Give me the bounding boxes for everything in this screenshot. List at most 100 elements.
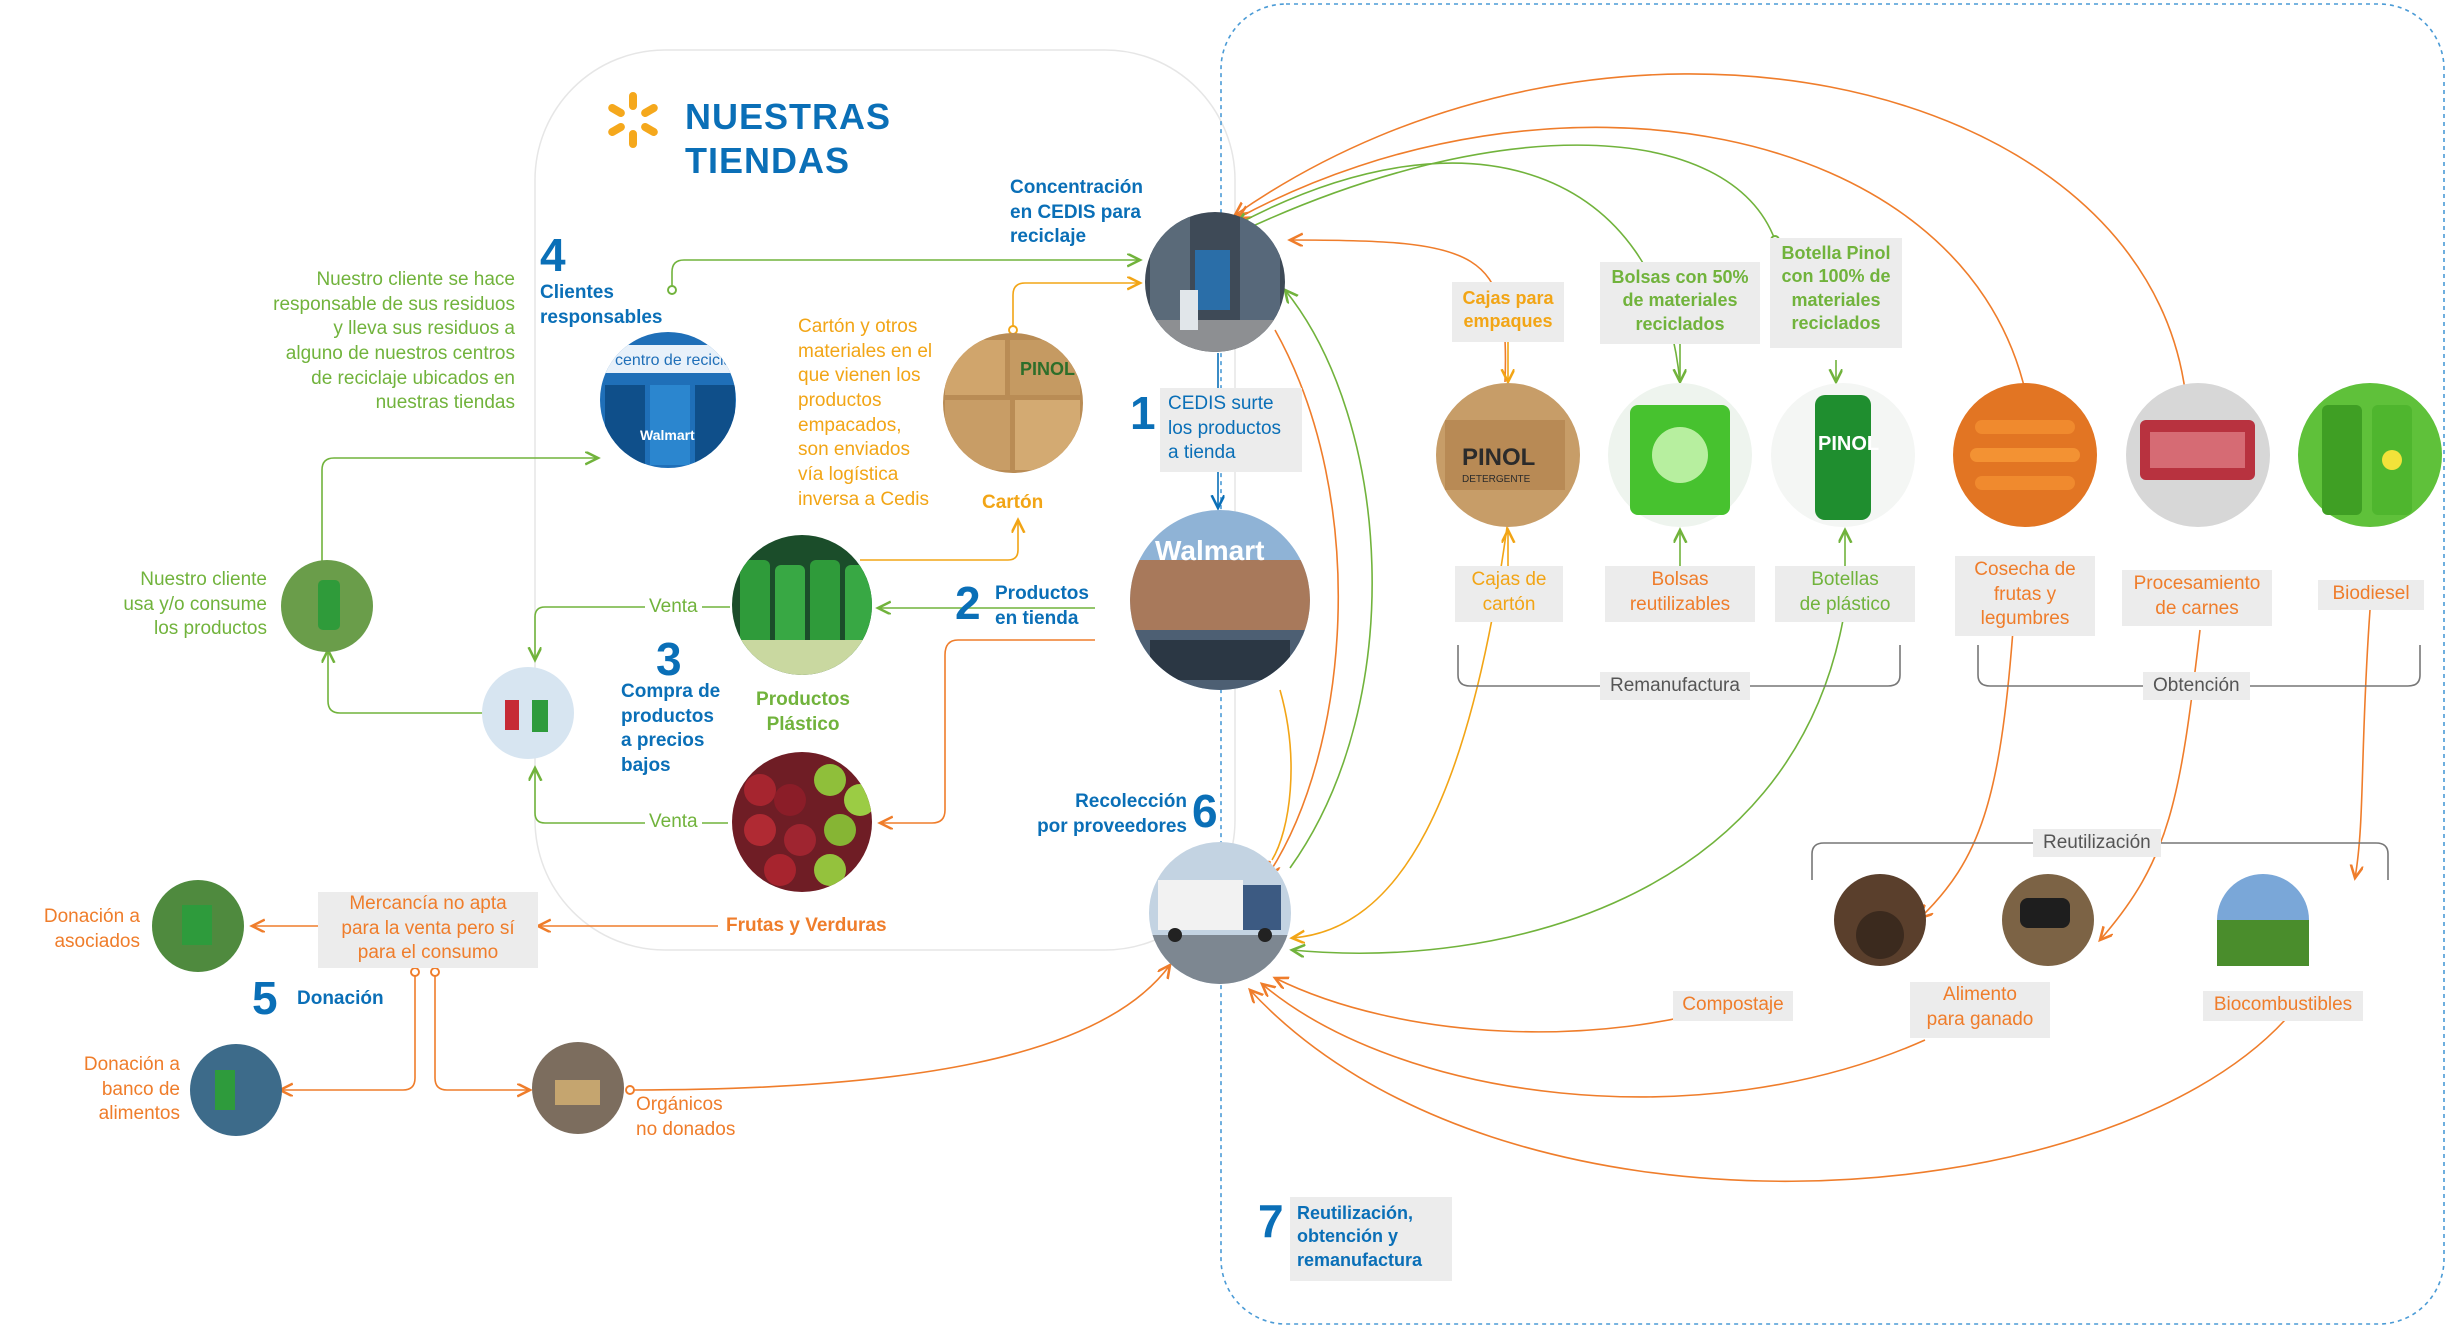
recycling-walmart-text: Walmart [640,427,695,443]
botellas-plastico-box [1775,566,1915,622]
arrow-biodiesel-bio [2355,609,2371,878]
arrow-bio-truck [1250,990,2286,1183]
cosecha-box [1955,556,2095,636]
bolsas-reutilizables-text: Bolsas reutilizables [1629,569,1731,615]
fruits-photo [732,752,872,892]
store-sign-text: Walmart [1155,535,1264,566]
cajas-empaques-box [1452,282,1564,342]
arrow-carton-truck [1292,519,1509,938]
shopper-photo [482,667,574,759]
biocombustibles-box [2203,991,2363,1021]
step-5-number: 5 [252,972,278,1024]
alimento-ganado-box [1910,982,2050,1038]
botella-pinol-text: Botella Pinol con 100% de materiales rec… [1781,243,1891,334]
bottle-brand-text: PINOL [1818,433,1879,455]
plastic-products-photo [732,535,872,675]
obtencion-label: Obtención [2143,672,2250,700]
productos-plastico-label: Productos Plástico [756,689,850,735]
step-1-number: 1 [1130,387,1156,439]
recycling-center-photo: centro de reciclaje Walmart [600,332,736,468]
reuse-area-border [1220,3,2445,1325]
compostaje-box [1673,991,1793,1021]
carton-label: Cartón [982,492,1044,513]
shopper-bag-shape [505,700,519,730]
bolsas-50-text: Bolsas con 50% de materiales reciclados [1611,267,1749,334]
step-4-number: 4 [540,229,566,281]
step-1-box [1160,388,1302,472]
arrow-botella-cedis [1240,144,1775,240]
arrow-recy-cedis [672,260,1140,290]
bolsas-50-box [1600,262,1760,344]
procesamiento-text: Procesamiento de carnes [2133,573,2261,619]
cliente-usa-text: Nuestro cliente usa y/o consume los prod… [123,569,267,640]
carrots-photo [1953,383,2097,527]
customer-bottle-shape [318,580,340,630]
food-bank-photo [190,1044,282,1136]
cow-shape [2020,898,2070,928]
step-7-number: 7 [1258,1195,1284,1247]
arrow-organicos-truck [630,965,1170,1090]
biocombustibles-text: Biocombustibles [2213,994,2353,1015]
meat-photo [2126,383,2270,527]
mercancia-box [318,892,538,968]
cliente-responsable-text: Nuestro cliente se hace responsable de s… [273,269,515,414]
frutas-verduras-label: Frutas y Verduras [726,915,887,936]
step-2-label: Productos en tienda [995,583,1089,629]
walmart-spark-icon [603,90,663,150]
biodiesel-text: Biodiesel [2332,583,2410,604]
arrow-cosecha-compost [1920,629,2014,918]
walmart-store-photo: Walmart [1130,510,1310,690]
remanufactura-label: Remanufactura [1600,672,1750,700]
arrow-carnes-cedis [1235,73,2185,390]
arrow-plastic-shopper [535,606,730,660]
step-7-box [1290,1197,1452,1281]
step-3-label: Compra de productos a precios bajos [621,681,721,777]
carton-description-text: Cartón y otros materiales en el que vien… [798,316,933,510]
step-5-label: Donación [297,988,384,1009]
step-3-number: 3 [656,633,682,685]
cedis-photo [1145,212,1285,352]
alimento-ganado-text: Alimento para ganado [1926,984,2034,1030]
arrow-mercancia-banco [280,972,415,1090]
biodiesel-photo [2298,383,2442,527]
arrow-plastico-truck [1292,619,1844,953]
botella-pinol-box [1770,238,1902,348]
biodiesel-box [2318,580,2424,610]
arrow-shopper-user [328,650,483,714]
compost-soil [1856,911,1904,959]
step-6-label: Recolección por proveedores [1037,791,1187,837]
shopper-bag-shape-2 [532,700,548,732]
plastic-bottle-photo: PINOL [1771,383,1915,527]
organicos-text: Orgánicos no donados [636,1094,736,1140]
cajas-carton-box [1455,566,1563,622]
organic-box-shape [555,1080,600,1105]
arrow-mercancia-organicos [435,972,530,1090]
step-1-label: CEDIS surte los productos a tienda [1168,393,1282,464]
concentracion-text: Concentración en CEDIS para reciclaje [1010,177,1144,248]
compostaje-text: Compostaje [1682,994,1784,1015]
arrow-frutas-cedis [1238,126,2025,390]
step-7-label: Reutilización, obtención y remanufactura [1297,1203,1423,1270]
donacion-banco-text: Donación a banco de alimentos [83,1054,180,1125]
mercancia-text: Mercancía no apta para la venta pero sí … [341,893,515,964]
botellas-plastico-text: Botellas de plástico [1799,569,1891,615]
page-title-line1: NUESTRAS [685,96,892,137]
box-sub-text: DETERGENTE [1462,474,1531,485]
venta-top-label: Venta [645,595,702,620]
carton-brand-text: PINOL [1020,359,1075,379]
venta-bottom-label: Venta [645,810,702,835]
arrow-store-fruit [880,639,1095,823]
cosecha-text: Cosecha de frutas y legumbres [1974,559,2076,630]
truck-photo [1149,842,1291,984]
arrow-plastic-carton [860,520,1018,561]
step-6-number: 6 [1192,785,1218,837]
arrow-ganado-truck [1262,984,1926,1098]
cajas-empaques-text: Cajas para empaques [1462,288,1554,332]
reutilizacion-label: Reutilización [2033,829,2161,857]
arrow-store-truck-yellow [1271,689,1292,861]
arrow-user-recy [321,458,598,562]
page-title-line2: TIENDAS [685,140,851,181]
step-4-label: Clientes responsables [540,282,663,328]
cajas-carton-text: Cajas de cartón [1471,569,1547,615]
